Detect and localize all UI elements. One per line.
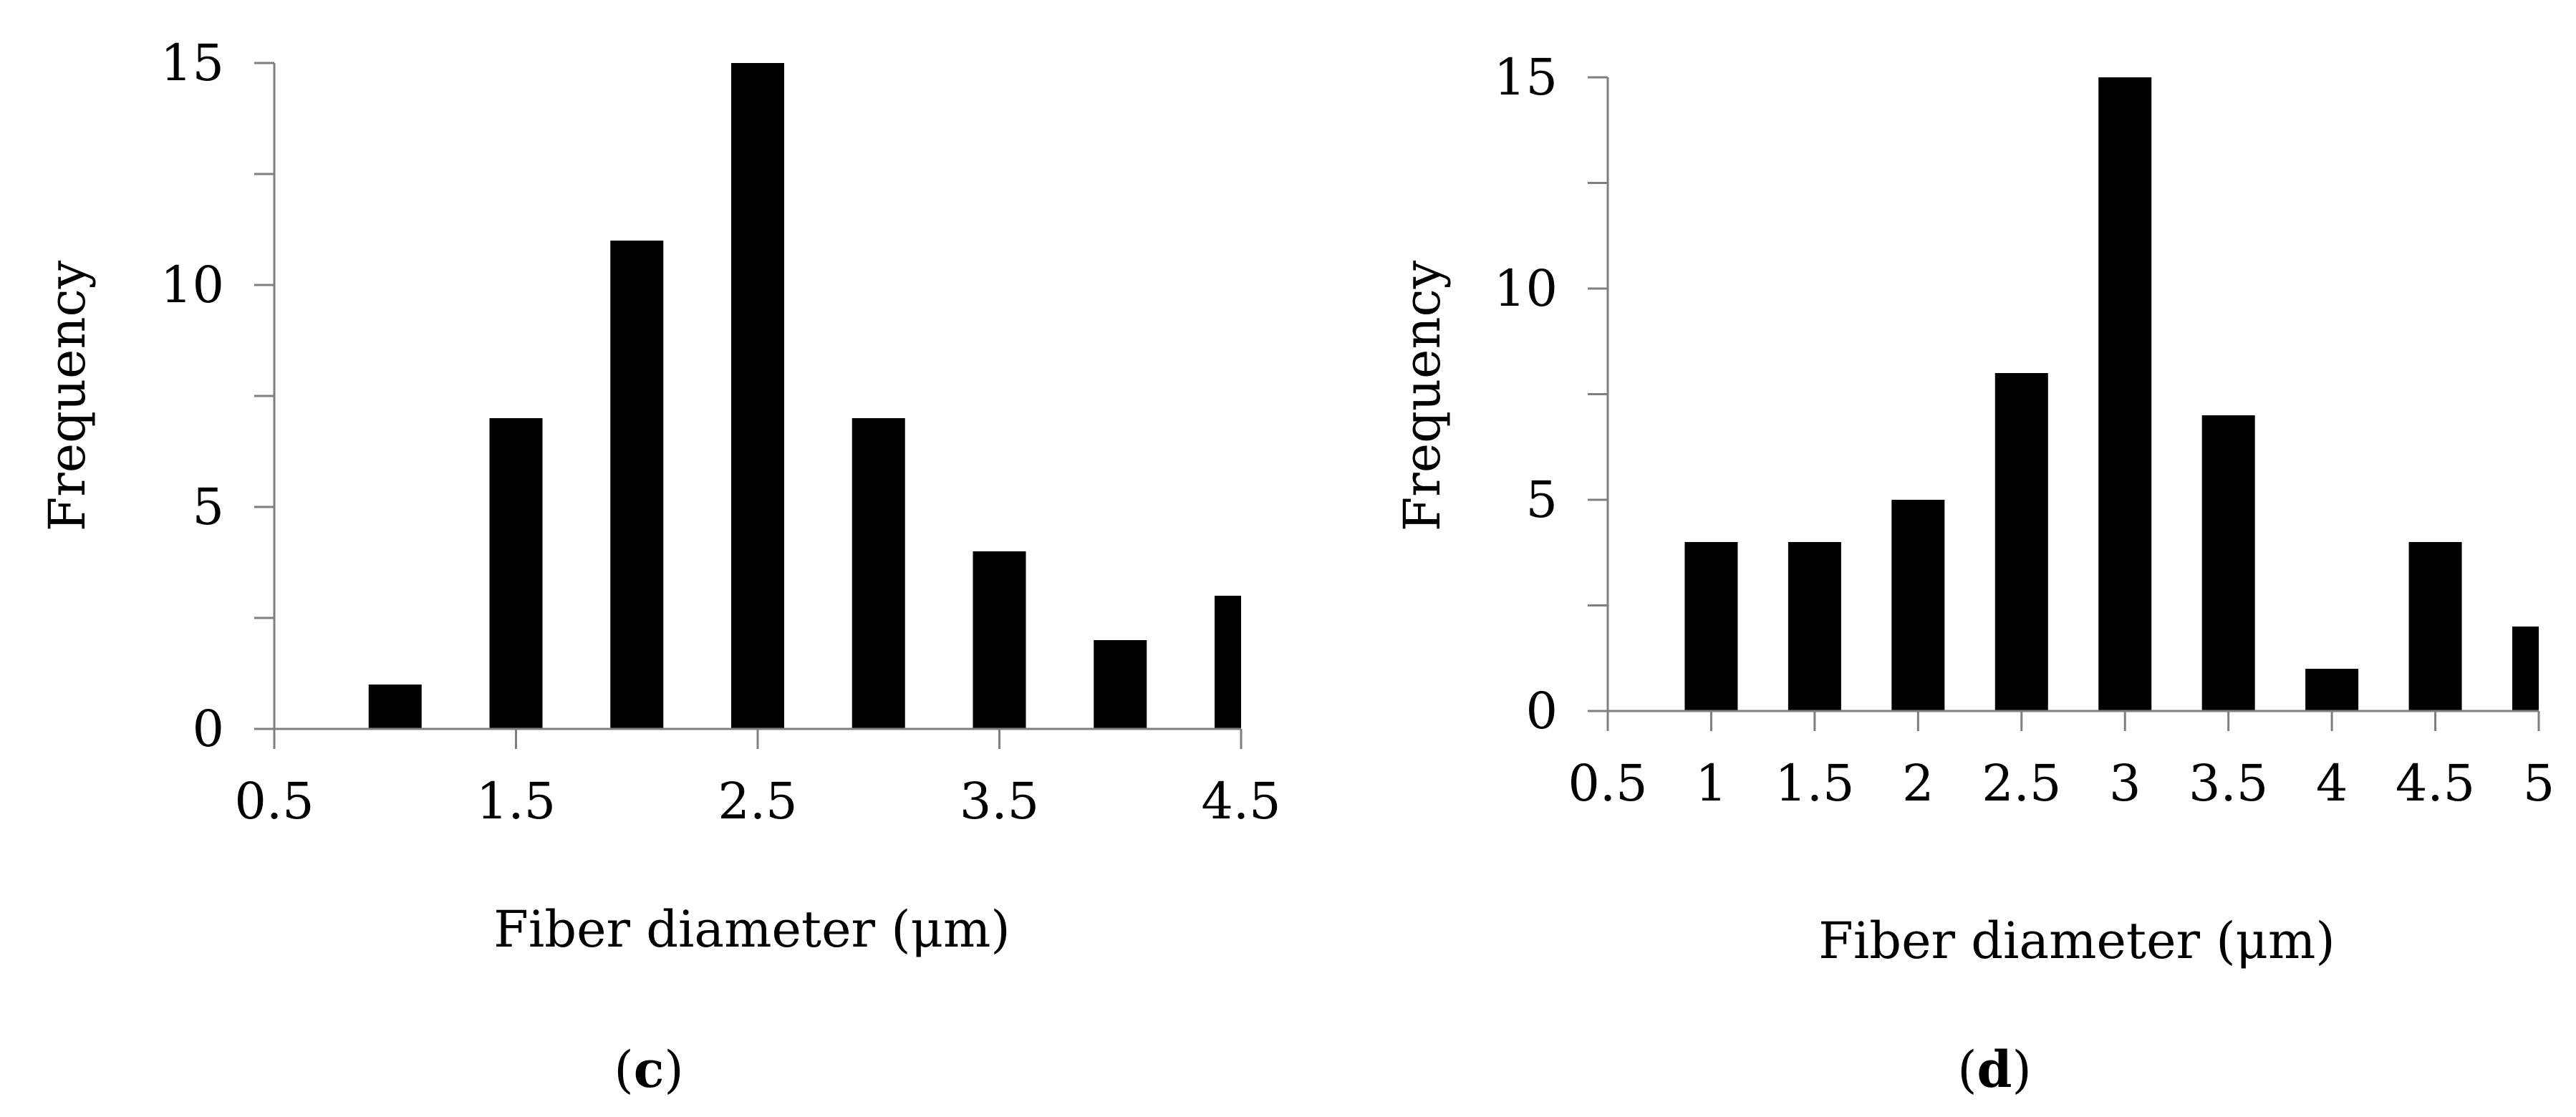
x-axis-ticks: 0.5 1 1.5 2 2.5 3 3.5 4 4.5 5 <box>1568 711 2555 813</box>
x-tick-label: 1.5 <box>476 772 556 831</box>
bars-group <box>1684 77 2539 711</box>
panel-label-close: ) <box>2012 1040 2031 1099</box>
x-tick-label: 5 <box>2523 754 2555 813</box>
x-axis-ticks: 0.5 1.5 2.5 3.5 4.5 <box>234 729 1281 831</box>
y-axis-title: Frequency <box>1393 260 1452 531</box>
x-tick-label: 1 <box>1695 754 1727 813</box>
x-tick-label: 2 <box>1902 754 1934 813</box>
panel-label: (d) <box>1957 1040 2032 1099</box>
panel-label-close: ) <box>664 1040 683 1099</box>
bar <box>1788 542 1841 711</box>
y-tick-label: 15 <box>160 34 224 92</box>
y-tick-label: 5 <box>1525 470 1558 529</box>
bar <box>610 241 664 729</box>
bar <box>2201 415 2255 711</box>
y-tick-label: 10 <box>1494 259 1558 318</box>
bar <box>489 418 543 729</box>
panel-label-letter: d <box>1977 1040 2012 1099</box>
y-axis-ticks: 0 5 10 15 <box>1494 48 1608 740</box>
bar <box>2512 627 2539 711</box>
x-tick-label: 3.5 <box>2189 754 2268 813</box>
bars-group <box>368 63 1241 729</box>
x-tick-label: 4 <box>2316 754 2348 813</box>
x-tick-label: 4.5 <box>1201 772 1280 831</box>
bar <box>1684 542 1738 711</box>
x-tick-label: 1.5 <box>1775 754 1854 813</box>
chart-panel-c: 0 5 10 15 0.5 1.5 2.5 3.5 4.5 Frequency Fiber d… <box>38 34 1281 1099</box>
bar <box>2305 669 2359 711</box>
x-tick-label: 3 <box>2109 754 2141 813</box>
panel-label-letter: c <box>634 1040 665 1099</box>
bar <box>1094 640 1147 729</box>
x-tick-label: 3.5 <box>960 772 1039 831</box>
bar <box>1215 596 1241 729</box>
x-tick-label: 2.5 <box>1982 754 2061 813</box>
panel-label: (c) <box>614 1040 683 1099</box>
y-tick-label: 0 <box>192 700 224 758</box>
bar <box>1994 373 2048 711</box>
y-tick-label: 0 <box>1525 682 1558 740</box>
chart-panel-d: 0 5 10 15 0.5 1 1.5 2 2.5 3 3.5 4 4.5 5 Frequency Fi… <box>1393 48 2555 1099</box>
y-tick-label: 15 <box>1494 48 1558 107</box>
bar <box>2408 542 2462 711</box>
bar <box>852 418 905 729</box>
bar <box>2098 77 2152 711</box>
x-tick-label: 4.5 <box>2396 754 2475 813</box>
y-axis-title: Frequency <box>38 260 97 531</box>
bar <box>368 685 422 729</box>
bar <box>973 551 1026 729</box>
x-axis-title: Fiber diameter (μm) <box>1818 912 2335 970</box>
y-tick-label: 5 <box>192 478 224 536</box>
x-axis-title: Fiber diameter (μm) <box>493 900 1010 959</box>
y-axis-ticks: 0 5 10 15 <box>160 34 274 758</box>
x-tick-label: 0.5 <box>1568 754 1647 813</box>
panel-label-open: ( <box>1957 1040 1977 1099</box>
y-tick-label: 10 <box>160 256 224 314</box>
bar <box>731 63 784 729</box>
x-tick-label: 2.5 <box>718 772 797 831</box>
bar <box>1891 500 1945 711</box>
x-tick-label: 0.5 <box>234 772 314 831</box>
panel-label-open: ( <box>614 1040 633 1099</box>
